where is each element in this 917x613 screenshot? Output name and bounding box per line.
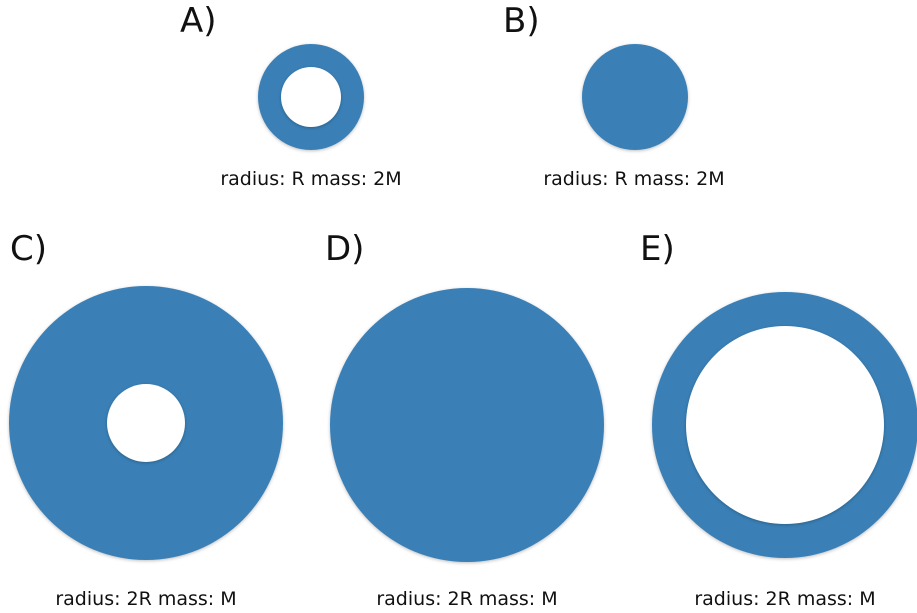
panel-c-hole: [107, 384, 185, 462]
panel-b-outer-circle: [582, 44, 688, 150]
panel-a-label: A): [180, 1, 217, 41]
panel-c-label: C): [10, 229, 48, 269]
panel-e-hole: [686, 326, 884, 524]
panel-d-outer-circle: [330, 288, 604, 562]
panel-b-solid-disk: [582, 44, 688, 150]
panel-a-hole: [281, 67, 341, 127]
panel-d-caption: radius: 2R mass: M: [376, 588, 558, 610]
panel-e-ring: [652, 292, 917, 558]
panel-d-solid-disk: [330, 288, 604, 562]
panel-b-caption: radius: R mass: 2M: [543, 168, 725, 190]
panel-e-caption: radius: 2R mass: M: [694, 588, 876, 610]
panel-c-caption: radius: 2R mass: M: [55, 588, 237, 610]
panel-b-label: B): [503, 1, 540, 41]
panel-d-label: D): [325, 229, 365, 269]
panel-a-caption: radius: R mass: 2M: [220, 168, 402, 190]
panel-e-label: E): [640, 229, 675, 269]
panel-a-ring: [258, 44, 364, 150]
panel-c-ring: [9, 286, 283, 560]
